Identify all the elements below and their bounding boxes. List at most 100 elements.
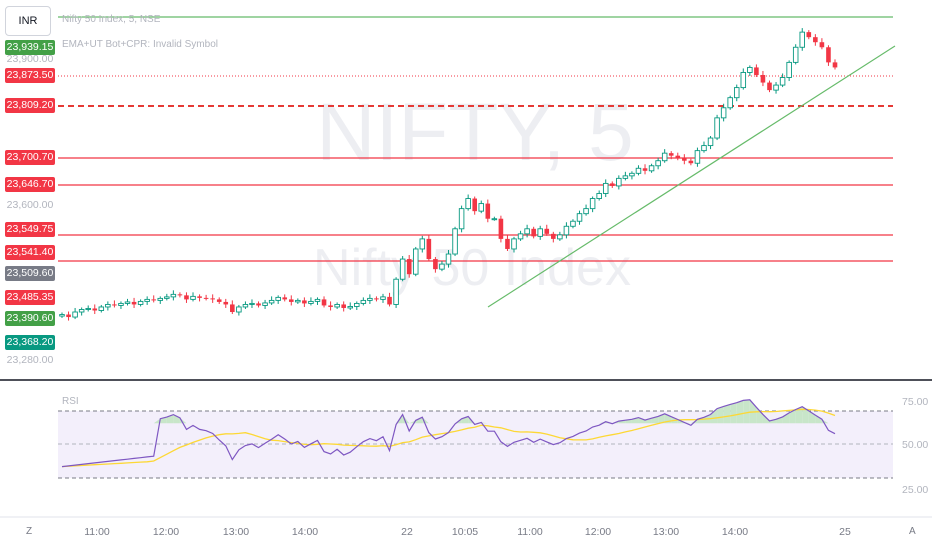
candle-body (170, 293, 177, 298)
rsi-overbought-area (795, 406, 803, 424)
candle-body (485, 203, 491, 219)
rsi-overbought-area (782, 412, 790, 424)
price-label-level: 23,700.70 (5, 150, 55, 165)
candle-body (399, 258, 406, 280)
candle-body (531, 228, 536, 237)
rsi-overbought-area (481, 422, 488, 424)
time-axis-label: 12:00 (585, 526, 611, 538)
candle-body (478, 203, 485, 212)
currency-selector[interactable]: INR (5, 6, 51, 36)
candle-body (78, 309, 85, 313)
candle-body (596, 193, 602, 199)
rsi-overbought-area (173, 414, 180, 424)
candle-body (445, 253, 452, 265)
trendline[interactable] (487, 45, 896, 308)
symbol-legend[interactable]: Nifty 50 Index, 5, NSE (62, 14, 161, 25)
candle-body (242, 303, 249, 308)
candle-body (747, 66, 753, 73)
candle-body (583, 208, 589, 215)
time-axis-label: 11:00 (84, 526, 110, 538)
candle-body (635, 167, 642, 174)
time-axis-label: 14:00 (292, 526, 318, 538)
candle-body (105, 303, 111, 308)
price-label-top: 23,939.15 (5, 40, 55, 55)
candle-body (694, 150, 701, 164)
candle-body (668, 153, 674, 156)
candle-body (465, 198, 471, 210)
candle-body (609, 183, 615, 186)
candle-body (131, 301, 137, 305)
price-label-level: 23,485.35 (5, 290, 55, 305)
indicator-legend[interactable]: EMA+UT Bot+CPR: Invalid Symbol (62, 39, 218, 50)
candle-body (602, 182, 609, 194)
candle-body (544, 228, 550, 234)
candle-body (458, 208, 465, 230)
candle-body (249, 302, 255, 305)
rsi-overbought-area (402, 414, 410, 424)
candle-body (773, 84, 779, 91)
candle-body (557, 234, 563, 240)
candle-body (308, 300, 314, 304)
candle-body (66, 314, 71, 318)
price-label-current: 23,509.60 (5, 266, 55, 281)
candle-body (806, 32, 812, 38)
time-axis-label: 11:00 (517, 526, 543, 538)
price-tick: 23,900.00 (6, 53, 54, 65)
candle-body (498, 218, 504, 239)
candle-body (701, 145, 707, 152)
price-label-level: 23,646.70 (5, 177, 55, 192)
candle-body (72, 311, 78, 318)
rsi-tick-25: 25.00 (902, 484, 928, 496)
price-label-level: 23,809.20 (5, 98, 55, 113)
rsi-tick-75: 75.00 (902, 396, 928, 408)
rsi-overbought-area (743, 399, 750, 424)
candle-body (393, 278, 399, 305)
rsi-overbought-area (808, 410, 816, 424)
candle-body (799, 31, 805, 48)
candle-body (387, 296, 392, 305)
candle-body (740, 72, 747, 89)
candle-body (295, 299, 301, 303)
candle-body (727, 97, 733, 109)
candle-body (786, 61, 792, 78)
rsi-overbought-area (415, 417, 423, 424)
candle-body (151, 299, 157, 301)
rsi-overbought-area (776, 416, 783, 424)
candle-body (59, 314, 65, 317)
candle-body (354, 302, 360, 307)
candle-body (282, 297, 288, 300)
candle-body (792, 46, 799, 63)
candle-body (472, 198, 478, 212)
rsi-overbought-area (736, 400, 744, 424)
auto-scale-button[interactable]: A (909, 526, 916, 537)
candle-body (491, 218, 498, 221)
candle-body (184, 295, 189, 300)
candle-body (760, 74, 766, 83)
timezone-button[interactable]: Z (26, 526, 33, 537)
candle-body (648, 165, 655, 172)
candle-body (230, 304, 235, 313)
rsi-overbought-area (645, 418, 652, 424)
candle-body (551, 233, 556, 239)
price-tick: 23,280.00 (6, 354, 54, 366)
candle-body (629, 172, 635, 177)
time-axis-label: 22 (401, 526, 413, 538)
candle-body (655, 160, 661, 167)
candle-body (779, 77, 786, 86)
candle-body (164, 296, 170, 299)
candle-body (262, 302, 268, 306)
candle-body (707, 137, 714, 147)
candle-body (341, 304, 346, 308)
candle-body (537, 228, 543, 237)
rsi-overbought-area (730, 402, 737, 424)
candle-body (334, 303, 340, 308)
time-axis[interactable]: 11:00 12:00 13:00 14:00 22 10:05 11:00 12:00 13:… (84, 526, 851, 538)
candle-body (144, 298, 150, 302)
candle-body (98, 306, 105, 311)
rsi-overbought-area (802, 406, 809, 424)
candle-body (347, 306, 353, 309)
time-axis-label: 25 (839, 526, 851, 538)
candle-body (124, 301, 131, 304)
candle-body (452, 228, 458, 255)
